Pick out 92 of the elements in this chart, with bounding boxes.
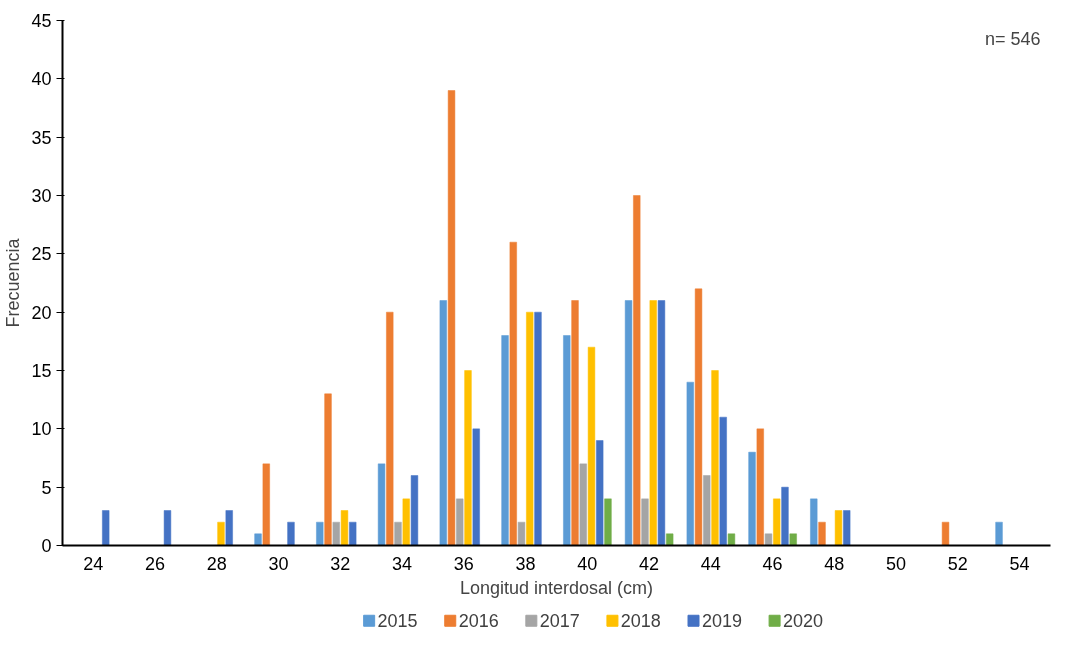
bar (810, 498, 818, 546)
legend-label: 2015 (377, 611, 418, 632)
y-tick-label: 25 (31, 244, 52, 265)
bar (703, 475, 711, 546)
bar (563, 335, 571, 546)
bar (818, 521, 826, 546)
bar (649, 300, 657, 546)
bar (834, 510, 843, 546)
bar (456, 498, 464, 546)
bar (509, 241, 517, 546)
bar (666, 533, 674, 546)
bar (624, 300, 633, 546)
y-tick-label: 35 (31, 127, 52, 148)
bar (340, 510, 349, 546)
x-tick-label: 24 (83, 553, 104, 574)
bar (464, 370, 472, 546)
x-tick-label: 42 (639, 553, 660, 574)
bar (727, 533, 736, 546)
x-tick-label: 40 (577, 553, 598, 574)
bar (641, 498, 649, 546)
bar (386, 311, 394, 546)
bar (349, 521, 357, 546)
annotation: n= 546 (984, 28, 1041, 49)
y-tick-label: 20 (31, 302, 52, 323)
y-tick-label: 0 (41, 536, 52, 556)
bar (472, 428, 480, 546)
bar (377, 463, 386, 546)
y-tick-label: 10 (31, 419, 52, 440)
bar (748, 451, 756, 546)
x-tick-label: 30 (268, 553, 289, 574)
y-tick-label: 40 (31, 69, 52, 90)
bar (781, 486, 789, 546)
bar (254, 533, 262, 546)
x-tick-label: 38 (515, 553, 536, 574)
x-tick-label: 54 (1009, 553, 1030, 574)
x-tick-label: 26 (145, 553, 166, 574)
bar (410, 475, 419, 546)
bar (517, 521, 526, 546)
bar (447, 90, 456, 546)
bar (596, 440, 604, 546)
x-tick-label: 48 (824, 553, 845, 574)
bar (633, 195, 641, 546)
y-tick-label: 30 (31, 186, 52, 206)
x-tick-label: 28 (206, 553, 227, 574)
bar (217, 521, 225, 546)
legend-label: 2018 (620, 611, 661, 632)
y-tick-label: 5 (41, 477, 52, 498)
y-tick-label: 15 (31, 361, 52, 381)
bar (694, 288, 703, 546)
x-tick-label: 44 (700, 553, 721, 574)
bar (501, 335, 509, 546)
bar (225, 510, 233, 546)
legend-label: 2016 (458, 611, 499, 632)
bar (995, 521, 1003, 546)
bar (843, 510, 851, 546)
legend-label: 2020 (782, 611, 824, 632)
bar (686, 381, 694, 546)
x-tick-label: 36 (453, 553, 474, 574)
bar (534, 311, 542, 546)
bar (526, 311, 534, 546)
bar (394, 521, 402, 546)
bar (764, 533, 773, 546)
bar (571, 300, 579, 546)
x-tick-label: 52 (947, 553, 968, 574)
legend-label: 2017 (539, 611, 580, 632)
legend-label: 2019 (701, 611, 742, 632)
bar (262, 463, 270, 546)
bar (719, 416, 727, 546)
bar (402, 498, 410, 546)
bar (287, 521, 295, 546)
x-tick-label: 46 (762, 553, 783, 574)
x-tick-label: 32 (330, 553, 351, 574)
x-tick-label: 50 (886, 553, 907, 574)
bar (756, 428, 764, 546)
x-tick-label: 34 (392, 553, 413, 574)
bar (332, 521, 340, 546)
bar (439, 300, 447, 546)
bar (789, 533, 797, 546)
y-axis-title: Frecuencia (3, 237, 24, 328)
bar (657, 300, 666, 546)
bar (604, 498, 612, 546)
y-tick-label: 45 (31, 11, 52, 31)
bar (579, 463, 587, 546)
bar (773, 498, 781, 546)
x-axis-title: Longitud interdosal (cm) (459, 577, 654, 598)
bar (163, 510, 172, 546)
bar (324, 393, 332, 546)
bar (316, 521, 324, 546)
bar (711, 370, 719, 546)
bar (941, 521, 950, 546)
bar (102, 510, 110, 546)
bar (587, 346, 596, 546)
